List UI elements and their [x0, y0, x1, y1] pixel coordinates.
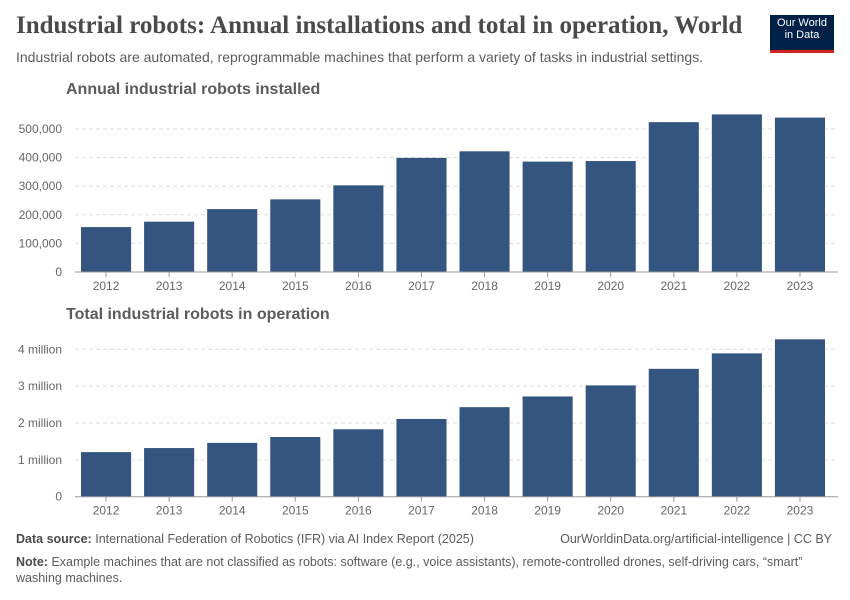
note-text: Example machines that are not classified… — [16, 555, 803, 585]
source-text: International Federation of Robotics (IF… — [95, 532, 474, 546]
chart-1-svg: 0 100,000 200,000 300,000 400,000 500,000 2012… — [19, 114, 838, 293]
bar-2017 — [396, 418, 447, 497]
x-tick-label: 2018 — [471, 279, 498, 293]
y-tick-label: 2 million — [18, 416, 62, 430]
x-tick-label: 2016 — [345, 504, 372, 518]
x-tick-label: 2014 — [219, 504, 246, 518]
x-tick-label: 2015 — [282, 504, 309, 518]
page-subtitle: Industrial robots are automated, reprogr… — [16, 49, 704, 65]
bar-2012 — [81, 452, 132, 497]
bar-2023 — [774, 339, 825, 497]
x-tick-label: 2016 — [345, 279, 372, 293]
y-tick-label: 4 million — [18, 342, 62, 356]
source-label: Data source: — [16, 532, 92, 546]
page-title: Industrial robots: Annual installations … — [16, 12, 743, 39]
bar-2020 — [585, 161, 636, 272]
y-tick-label: 500,000 — [19, 122, 63, 136]
x-tick-label: 2013 — [156, 279, 183, 293]
x-tick-label: 2022 — [724, 279, 751, 293]
x-tick-label: 2015 — [282, 279, 309, 293]
note-label: Note: — [16, 555, 48, 569]
x-tick-label: 2012 — [93, 279, 120, 293]
chart-1-title: Annual industrial robots installed — [66, 81, 321, 98]
y-tick-label: 0 — [55, 490, 62, 504]
y-tick-label: 1 million — [18, 453, 62, 467]
x-tick-label: 2018 — [471, 504, 498, 518]
x-tick-label: 2022 — [724, 504, 751, 518]
x-tick-label: 2017 — [408, 504, 435, 518]
bar-2023 — [774, 117, 825, 272]
x-tick-label: 2017 — [408, 279, 435, 293]
bar-2016 — [333, 185, 384, 272]
bar-2017 — [396, 157, 447, 272]
bar-2015 — [270, 199, 321, 272]
data-source: Data source: International Federation of… — [16, 532, 474, 546]
x-tick-label: 2021 — [660, 279, 687, 293]
bar-2016 — [333, 429, 384, 497]
x-tick-label: 2023 — [787, 504, 814, 518]
note: Note: Example machines that are not clas… — [16, 554, 816, 586]
chart-2-title: Total industrial robots in operation — [66, 306, 330, 323]
source-url[interactable]: OurWorldinData.org/artificial-intelligen… — [560, 532, 832, 546]
y-tick-label: 100,000 — [19, 236, 63, 250]
bar-2020 — [585, 385, 636, 497]
x-tick-label: 2012 — [93, 504, 120, 518]
y-tick-label: 3 million — [18, 379, 62, 393]
bar-2022 — [711, 114, 762, 272]
bar-2013 — [144, 448, 195, 497]
bar-2021 — [648, 122, 699, 272]
bar-2021 — [648, 368, 699, 497]
y-tick-label: 400,000 — [19, 151, 63, 165]
bar-2019 — [522, 396, 573, 497]
bar-2014 — [207, 209, 258, 272]
logo-line-2: in Data — [784, 29, 820, 41]
x-tick-label: 2014 — [219, 279, 246, 293]
y-tick-label: 0 — [55, 265, 62, 279]
chart-2-svg: 0 1 million 2 million 3 million 4 million 201… — [18, 339, 838, 518]
x-tick-label: 2020 — [597, 504, 624, 518]
bar-2013 — [144, 221, 195, 272]
bar-2018 — [459, 407, 510, 497]
bar-2012 — [81, 227, 132, 272]
bar-2018 — [459, 151, 510, 272]
bar-2014 — [207, 442, 258, 497]
x-tick-label: 2013 — [156, 504, 183, 518]
logo-line-1: Our World — [777, 17, 827, 29]
x-tick-label: 2021 — [660, 504, 687, 518]
x-tick-label: 2019 — [534, 504, 561, 518]
bar-2019 — [522, 161, 573, 272]
bar-2015 — [270, 437, 321, 497]
x-tick-label: 2023 — [787, 279, 814, 293]
x-tick-label: 2020 — [597, 279, 624, 293]
x-tick-label: 2019 — [534, 279, 561, 293]
bar-2022 — [711, 353, 762, 497]
y-tick-label: 200,000 — [19, 208, 63, 222]
owid-logo[interactable]: Our World in Data — [770, 15, 834, 53]
y-tick-label: 300,000 — [19, 179, 63, 193]
